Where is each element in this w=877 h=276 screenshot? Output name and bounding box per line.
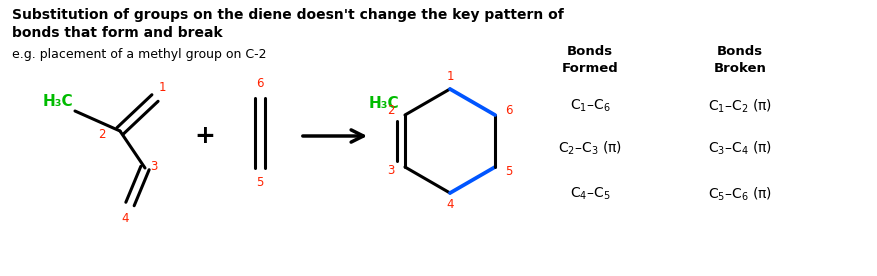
Text: Bonds
Formed: Bonds Formed bbox=[561, 45, 617, 75]
Text: 1: 1 bbox=[446, 70, 453, 84]
Text: $\mathregular{C_1}$–$\mathregular{C_2}$ (π): $\mathregular{C_1}$–$\mathregular{C_2}$ … bbox=[707, 97, 771, 115]
Text: $\mathregular{C_5}$–$\mathregular{C_6}$ (π): $\mathregular{C_5}$–$\mathregular{C_6}$ … bbox=[707, 185, 771, 203]
Text: 6: 6 bbox=[504, 105, 512, 118]
Text: 1: 1 bbox=[159, 81, 167, 94]
Text: +: + bbox=[195, 124, 215, 148]
Text: 5: 5 bbox=[256, 176, 263, 189]
Text: $\mathregular{C_1}$–$\mathregular{C_6}$: $\mathregular{C_1}$–$\mathregular{C_6}$ bbox=[569, 98, 610, 114]
Text: 2: 2 bbox=[98, 129, 106, 142]
Text: $\mathregular{C_2}$–$\mathregular{C_3}$ (π): $\mathregular{C_2}$–$\mathregular{C_3}$ … bbox=[557, 139, 621, 157]
Text: $\mathregular{C_4}$–$\mathregular{C_5}$: $\mathregular{C_4}$–$\mathregular{C_5}$ bbox=[569, 186, 610, 202]
Text: 4: 4 bbox=[121, 212, 129, 225]
Text: 3: 3 bbox=[150, 160, 157, 172]
Text: e.g. placement of a methyl group on C-2: e.g. placement of a methyl group on C-2 bbox=[12, 48, 267, 61]
Text: 6: 6 bbox=[256, 77, 263, 90]
Text: bonds that form and break: bonds that form and break bbox=[12, 26, 223, 40]
Text: 4: 4 bbox=[446, 198, 453, 211]
Text: 3: 3 bbox=[387, 164, 394, 177]
Text: 5: 5 bbox=[505, 164, 512, 177]
Text: H₃C: H₃C bbox=[368, 96, 398, 111]
Text: Substitution of groups on the diene doesn't change the key pattern of: Substitution of groups on the diene does… bbox=[12, 8, 563, 22]
Text: H₃C: H₃C bbox=[42, 94, 73, 109]
Text: 2: 2 bbox=[387, 105, 395, 118]
Text: $\mathregular{C_3}$–$\mathregular{C_4}$ (π): $\mathregular{C_3}$–$\mathregular{C_4}$ … bbox=[707, 139, 771, 157]
Text: Bonds
Broken: Bonds Broken bbox=[713, 45, 766, 75]
